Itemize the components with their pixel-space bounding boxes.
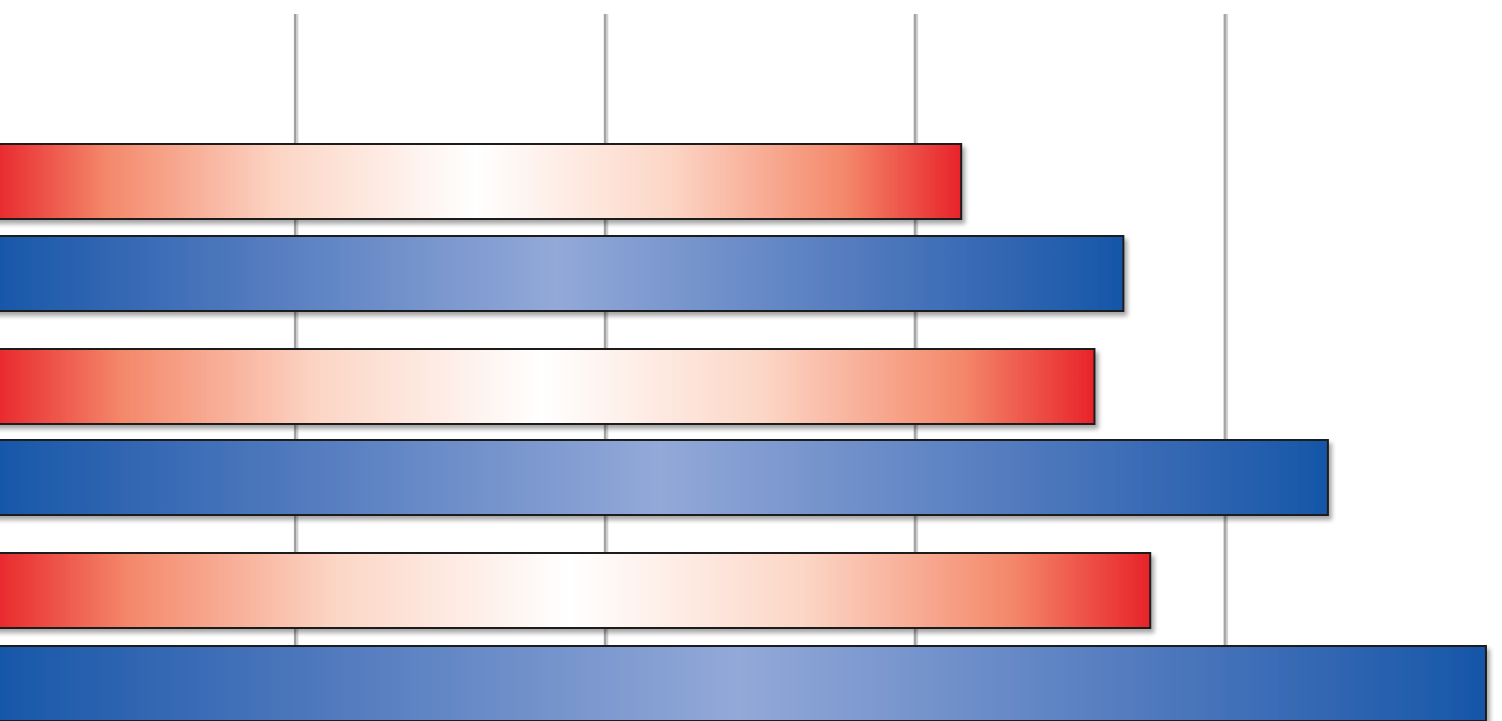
bar-red	[0, 348, 1096, 425]
bars	[0, 143, 1487, 721]
bar-blue	[0, 645, 1487, 721]
bar-red	[0, 143, 963, 220]
bar-red	[0, 552, 1152, 629]
bar-blue	[0, 235, 1125, 312]
bar-blue	[0, 439, 1329, 516]
gridline	[1223, 14, 1229, 721]
